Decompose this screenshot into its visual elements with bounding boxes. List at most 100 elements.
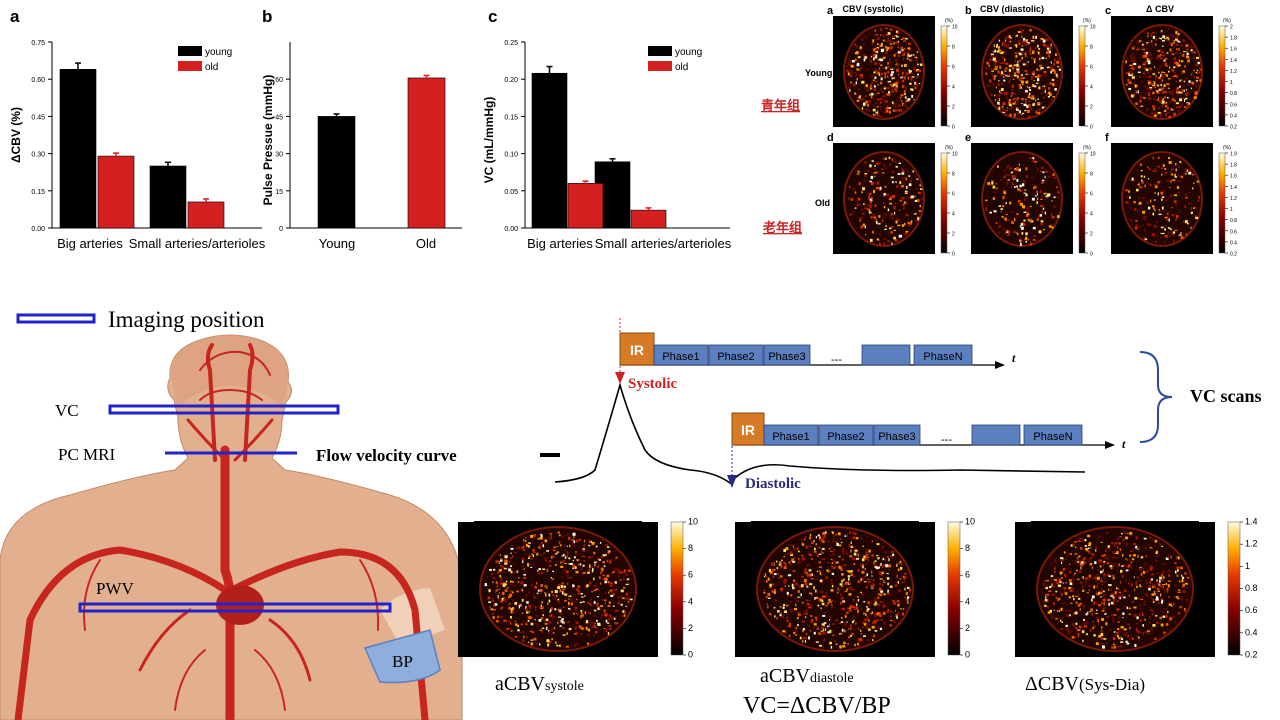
map-voxel (1042, 179, 1045, 182)
map-voxel (1149, 88, 1152, 91)
colorbar-tick-label: 8 (952, 172, 955, 178)
map-voxel (539, 543, 542, 547)
map-voxel (1099, 591, 1103, 595)
map-voxel (878, 222, 881, 225)
map-voxel (550, 534, 552, 538)
map-voxel (775, 560, 778, 563)
map-voxel (1029, 157, 1032, 159)
map-voxel (595, 631, 598, 634)
map-voxel (1102, 601, 1104, 604)
map-voxel (876, 181, 880, 185)
phase-label: Phase1 (662, 351, 699, 363)
map-voxel (585, 626, 588, 630)
map-voxel (1106, 616, 1110, 618)
map-voxel (1134, 226, 1138, 230)
map-voxel (627, 569, 631, 572)
map-voxel (1117, 595, 1122, 599)
map-voxel (1143, 85, 1147, 88)
map-voxel (1163, 608, 1167, 610)
map-voxel (1178, 580, 1181, 583)
map-voxel (1154, 168, 1158, 170)
map-voxel (1025, 210, 1029, 213)
map-voxel (847, 607, 850, 609)
map-voxel (1020, 80, 1024, 84)
map-voxel (1023, 41, 1026, 45)
map-voxel (1010, 211, 1012, 214)
map-voxel (561, 560, 565, 563)
map-voxel (989, 58, 992, 62)
map-voxel (1052, 226, 1054, 229)
map-voxel (509, 627, 511, 630)
map-voxel (1193, 207, 1197, 209)
map-voxel (506, 619, 510, 622)
map-voxel (841, 579, 843, 583)
map-voxel (1165, 109, 1168, 111)
map-voxel (844, 615, 847, 618)
map-voxel (996, 165, 999, 168)
map-voxel (878, 232, 882, 236)
map-voxel (917, 220, 921, 224)
map-voxel (1050, 70, 1052, 74)
map-voxel (867, 109, 870, 112)
map-voxel (608, 601, 611, 604)
map-voxel (859, 66, 863, 70)
map-voxel (864, 56, 867, 59)
map-voxel (1007, 232, 1010, 236)
map-voxel (767, 577, 770, 581)
map-voxel (840, 538, 842, 540)
map-voxel (840, 567, 843, 571)
map-voxel (1129, 218, 1132, 221)
map-voxel (617, 567, 620, 570)
map-voxel (837, 532, 841, 536)
map-voxel (809, 533, 812, 537)
map-voxel (797, 612, 800, 614)
map-voxel (991, 53, 994, 55)
map-voxel (998, 90, 1001, 93)
brain-outline (479, 526, 637, 652)
map-voxel (841, 558, 845, 561)
cbv-map-grid: a1086420(%)b1086420(%)c21.81.61.41.210.8… (761, 4, 1237, 258)
map-voxel (594, 563, 596, 567)
map-voxel (780, 565, 783, 569)
map-voxel (811, 593, 813, 596)
map-voxel (505, 566, 508, 569)
map-voxel (815, 641, 819, 643)
map-voxel (550, 555, 553, 559)
map-voxel (1132, 47, 1135, 50)
phase-block (1023, 424, 1083, 446)
map-voxel (790, 560, 793, 562)
map-voxel (1162, 232, 1165, 235)
map-voxel (1191, 57, 1195, 59)
map-voxel (875, 171, 878, 174)
map-voxel (1173, 103, 1177, 105)
map-voxel (1032, 157, 1035, 160)
map-voxel (818, 561, 821, 564)
map-voxel (1107, 573, 1109, 576)
map-voxel (1113, 645, 1117, 649)
map-voxel (580, 593, 583, 595)
map-voxel (914, 81, 916, 85)
map-voxel (1138, 39, 1142, 42)
map-voxel (600, 617, 603, 620)
map-voxel (539, 553, 543, 556)
map-voxel (1032, 159, 1035, 163)
map-voxel (779, 575, 783, 578)
map-voxel (865, 562, 868, 565)
map-voxel (850, 634, 852, 637)
map-voxel (530, 622, 534, 626)
map-voxel (809, 573, 812, 577)
map-voxel (1002, 62, 1006, 64)
map-voxel (1136, 623, 1139, 625)
map-voxel (1128, 74, 1132, 77)
map-voxel (913, 99, 915, 101)
map-voxel (1093, 585, 1095, 589)
pc-mri-label: PC MRI (58, 445, 115, 464)
map-voxel (911, 78, 914, 82)
map-voxel (899, 181, 902, 185)
map-voxel (895, 68, 899, 72)
map-voxel (847, 586, 849, 589)
map-voxel (1136, 616, 1139, 620)
map-voxel (882, 580, 885, 582)
map-voxel (1088, 584, 1092, 588)
map-voxel (525, 537, 527, 539)
